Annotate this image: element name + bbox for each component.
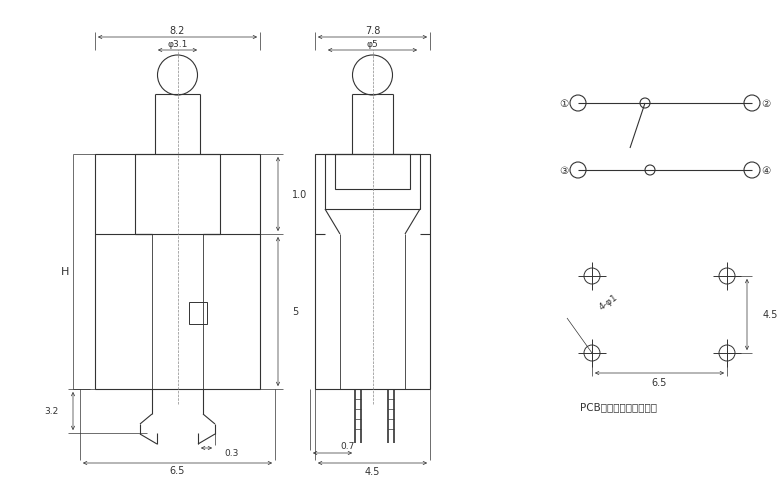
- Bar: [315, 155, 430, 389]
- Bar: [335, 155, 410, 190]
- Text: ④: ④: [761, 165, 770, 176]
- Text: 0.7: 0.7: [341, 442, 355, 450]
- Text: ②: ②: [761, 99, 770, 109]
- Text: 1.0: 1.0: [292, 190, 307, 200]
- Text: 6.5: 6.5: [170, 465, 186, 475]
- Bar: [325, 155, 420, 209]
- Text: φ5: φ5: [366, 41, 378, 49]
- Text: 0.3: 0.3: [224, 448, 239, 458]
- Bar: [189, 303, 207, 325]
- Text: ①: ①: [559, 99, 568, 109]
- Text: 3.2: 3.2: [45, 407, 59, 416]
- Bar: [95, 155, 260, 389]
- Text: 8.2: 8.2: [170, 26, 186, 36]
- Text: H: H: [61, 267, 69, 277]
- Text: ③: ③: [559, 165, 568, 176]
- Text: 4-φ1: 4-φ1: [597, 292, 619, 311]
- Text: PCB焊接尺寸及安装尺寸: PCB焊接尺寸及安装尺寸: [580, 401, 657, 411]
- Text: 5: 5: [292, 307, 298, 317]
- Text: φ3.1: φ3.1: [168, 41, 188, 49]
- Text: 4.5: 4.5: [763, 310, 778, 320]
- Text: 7.8: 7.8: [365, 26, 381, 36]
- Text: 4.5: 4.5: [365, 466, 381, 476]
- Bar: [135, 155, 220, 235]
- Text: 6.5: 6.5: [651, 377, 667, 387]
